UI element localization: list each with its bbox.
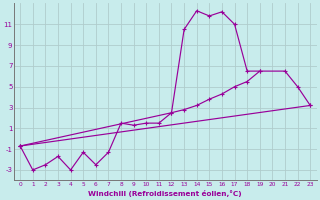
X-axis label: Windchill (Refroidissement éolien,°C): Windchill (Refroidissement éolien,°C) [88,190,242,197]
